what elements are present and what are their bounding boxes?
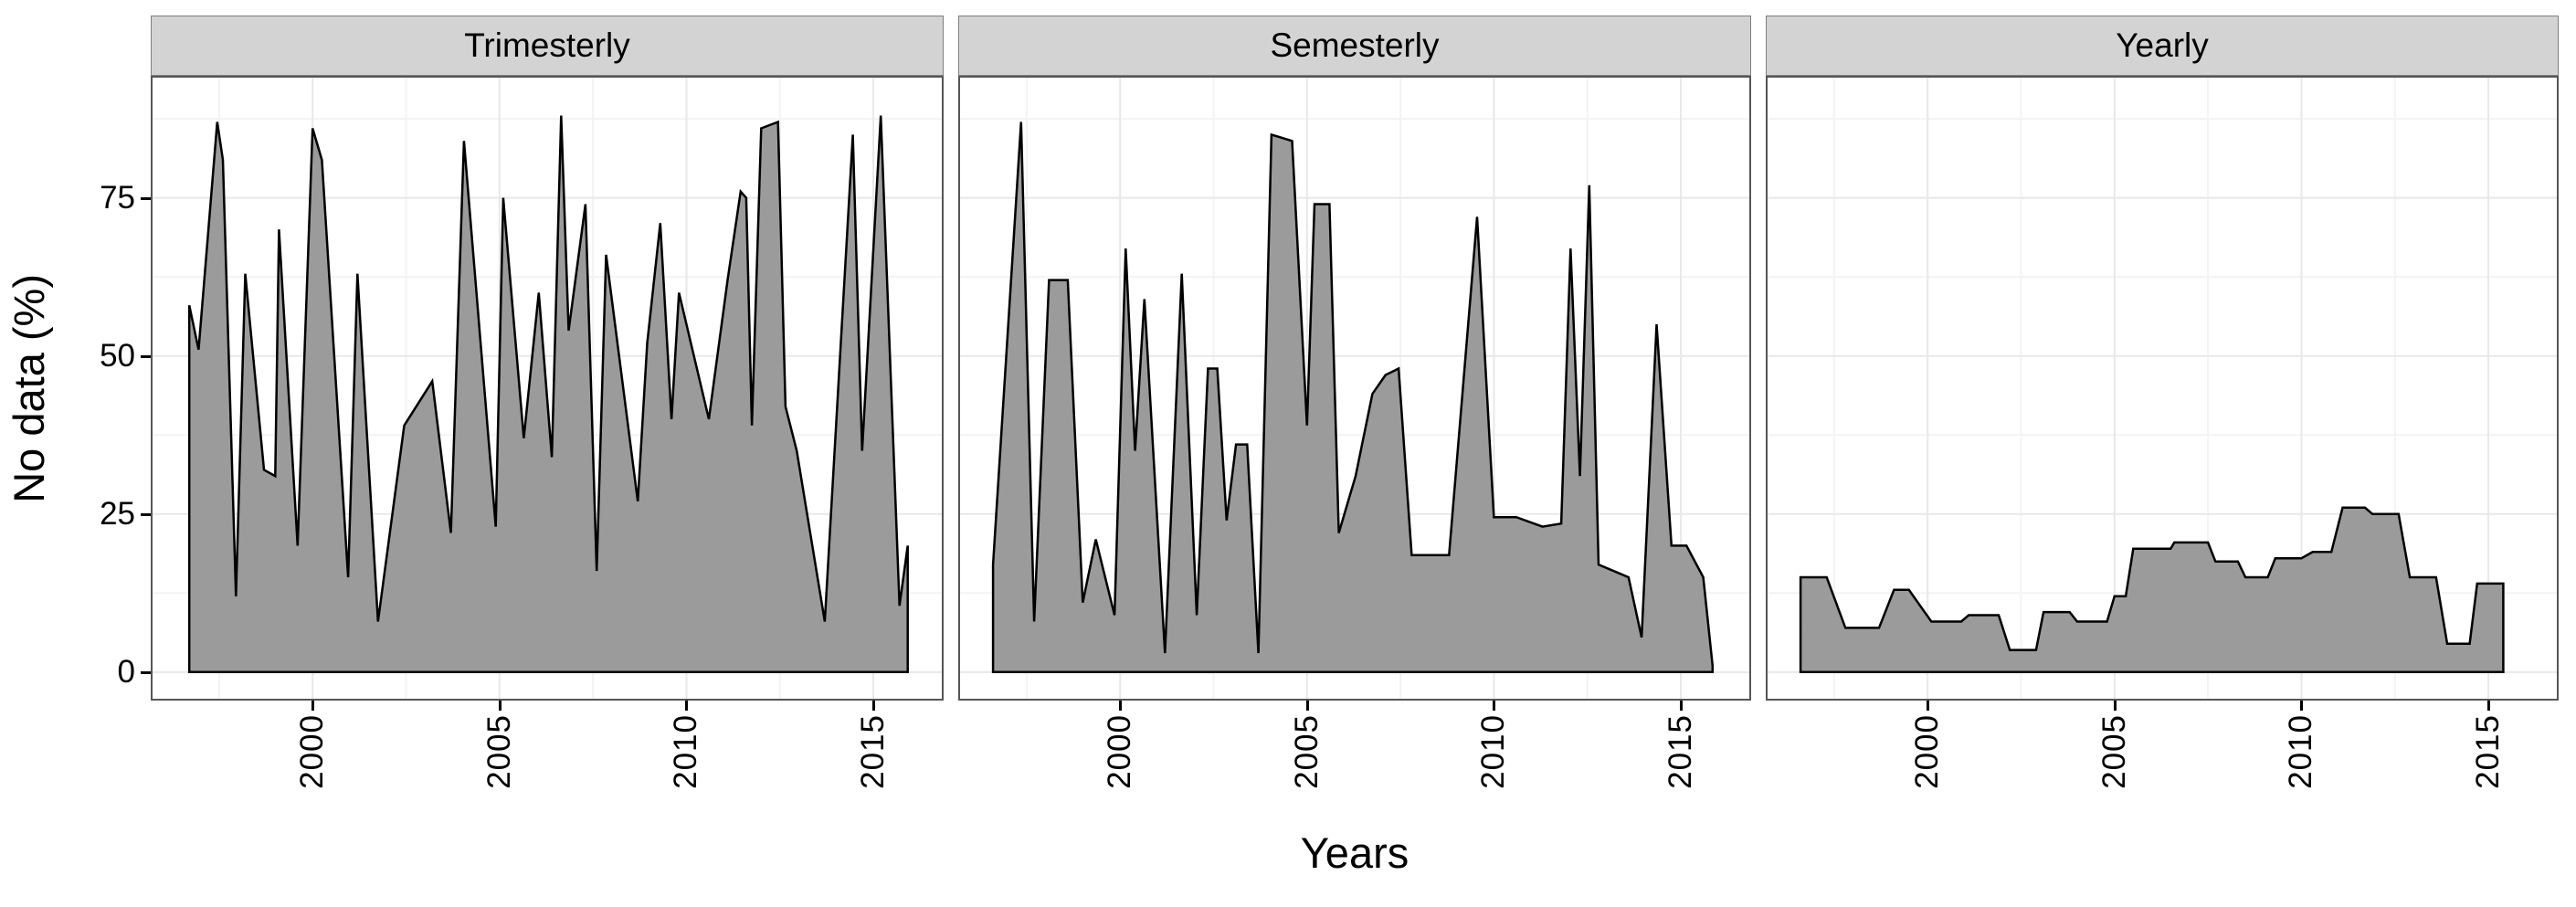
x-axis-tick-label: 2010: [1475, 714, 1512, 789]
x-axis-tick-label: 2015: [1663, 714, 1699, 789]
panel-plot-semesterly: [958, 76, 1751, 701]
panel-trimesterly: [151, 76, 944, 701]
area-series-yearly: [1799, 506, 2505, 674]
x-axis-tick-label: 2015: [2470, 714, 2507, 789]
x-axis-tick: [311, 701, 315, 711]
facet-strip-label: Yearly: [2116, 26, 2209, 64]
x-axis-tick: [1305, 701, 1309, 711]
panel-plot-yearly: [1766, 76, 2559, 701]
y-axis-title-text: No data (%): [5, 273, 53, 503]
x-axis-tick: [2300, 701, 2304, 711]
facet-strip-semesterly: Semesterly: [958, 16, 1751, 76]
facet-strip-label: Semesterly: [1270, 26, 1440, 64]
x-axis-tick-label: 2005: [1288, 714, 1325, 789]
x-axis-tick-label: 2000: [1102, 714, 1138, 789]
x-axis-title: Years: [1300, 828, 1409, 877]
x-axis-tick-label: 2005: [2096, 714, 2132, 789]
y-axis-tick-label: 75: [100, 179, 135, 216]
y-axis-tick-label: 0: [117, 653, 135, 690]
x-axis-tick: [2113, 701, 2117, 711]
panel-border: [1766, 76, 2559, 701]
y-axis-tick: [141, 354, 151, 358]
area-series-semesterly: [991, 121, 1715, 674]
y-axis-title: No data (%): [4, 76, 54, 701]
x-axis-tick: [2487, 701, 2491, 711]
panel-yearly: [1766, 76, 2559, 701]
y-axis-tick: [141, 670, 151, 674]
x-axis-tick: [1927, 701, 1930, 711]
facet-strip-yearly: Yearly: [1766, 16, 2559, 76]
facet-strip-trimesterly: Trimesterly: [151, 16, 944, 76]
y-axis-tick-label: 25: [100, 495, 135, 532]
x-axis-tick-label: 2010: [2283, 714, 2319, 789]
x-axis-tick: [872, 701, 876, 711]
x-axis-tick: [1119, 701, 1123, 711]
area-series-trimesterly: [187, 115, 909, 674]
x-axis-tick-label: 2000: [294, 714, 331, 789]
y-axis-tick-label: 50: [100, 337, 135, 374]
facet-strip-label: Trimesterly: [464, 26, 630, 64]
panel-border: [151, 76, 944, 701]
x-axis-tick-label: 2005: [480, 714, 517, 789]
y-axis-tick: [141, 512, 151, 516]
x-axis-tick-label: 2015: [855, 714, 892, 789]
panel-border: [958, 76, 1751, 701]
panel-plot-trimesterly: [151, 76, 944, 701]
x-axis-tick-label: 2000: [1909, 714, 1946, 789]
y-axis-tick: [141, 196, 151, 200]
x-axis-tick: [498, 701, 501, 711]
panel-semesterly: [958, 76, 1751, 701]
x-axis-tick-label: 2010: [668, 714, 704, 789]
x-axis-tick: [685, 701, 689, 711]
x-axis-tick: [1680, 701, 1684, 711]
x-axis-tick: [1493, 701, 1496, 711]
